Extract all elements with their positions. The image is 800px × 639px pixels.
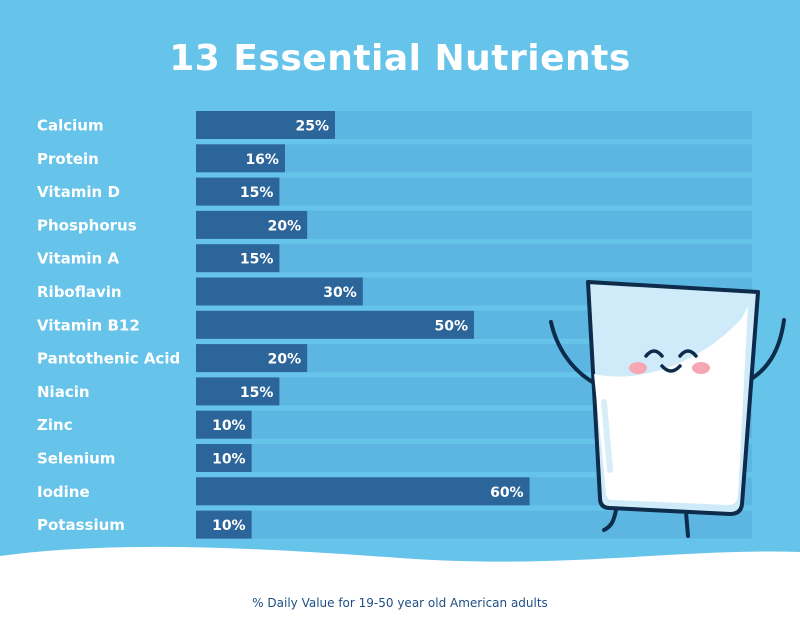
value-label: 10%	[212, 452, 246, 468]
bottom-wave	[0, 546, 800, 639]
category-label: Vitamin D	[37, 183, 120, 201]
milk-fill	[594, 306, 748, 505]
category-label: Protein	[37, 150, 99, 168]
left-eye	[644, 349, 664, 358]
category-label: Zinc	[37, 416, 73, 434]
bar	[196, 177, 280, 206]
category-label: Selenium	[37, 450, 115, 468]
glass-shine	[601, 399, 613, 473]
category-label: Iodine	[37, 483, 90, 501]
left-cheek	[629, 362, 647, 374]
bar	[196, 510, 252, 539]
value-label: 10%	[212, 518, 246, 534]
bar-tracks	[196, 111, 752, 539]
bar-track	[196, 144, 752, 173]
bar	[196, 410, 252, 439]
category-label: Pantothenic Acid	[37, 350, 180, 368]
bar	[196, 310, 474, 339]
value-label: 30%	[323, 285, 357, 301]
value-label: 15%	[240, 252, 274, 268]
left-arm	[549, 320, 598, 386]
value-label: 20%	[268, 218, 302, 234]
value-label: 10%	[212, 418, 246, 434]
milk-glass-illustration	[549, 280, 786, 538]
category-label: Niacin	[37, 383, 90, 401]
bar	[196, 477, 530, 506]
bar-track	[196, 177, 752, 206]
value-label: 50%	[434, 318, 468, 334]
category-label: Vitamin A	[37, 250, 119, 268]
category-label: Calcium	[37, 117, 104, 135]
category-label: Phosphorus	[37, 216, 137, 234]
bar	[196, 111, 335, 139]
left-leg	[602, 508, 618, 532]
bar	[196, 244, 280, 273]
right-leg	[684, 510, 690, 538]
value-label: 25%	[295, 119, 329, 135]
chart-title: 13 Essential Nutrients	[169, 38, 631, 79]
category-label: Vitamin B12	[37, 316, 140, 334]
value-label: 16%	[245, 152, 279, 168]
bar	[196, 444, 252, 472]
right-eye	[678, 349, 698, 358]
value-labels: 25% 16% 15% 20% 15% 30% 50% 20% 15% 10% 10% 60% 10%	[212, 119, 524, 535]
footnote: % Daily Value for 19-50 year old America…	[252, 596, 548, 610]
value-label: 15%	[240, 385, 274, 401]
bar	[196, 144, 285, 173]
bar	[196, 377, 280, 406]
category-label: Riboflavin	[37, 283, 122, 301]
bar-track	[196, 510, 752, 539]
category-label: Potassium	[37, 516, 125, 534]
bar	[196, 344, 308, 373]
value-label: 20%	[268, 352, 302, 368]
mouth	[660, 364, 682, 373]
bars	[196, 111, 530, 539]
category-labels: Calcium Protein Vitamin D Phosphorus Vitamin…	[37, 117, 180, 535]
bar	[196, 277, 363, 306]
bar	[196, 210, 308, 239]
value-label: 15%	[240, 185, 274, 201]
right-cheek	[692, 362, 710, 374]
value-label: 60%	[490, 485, 524, 501]
bar-track	[196, 244, 752, 273]
